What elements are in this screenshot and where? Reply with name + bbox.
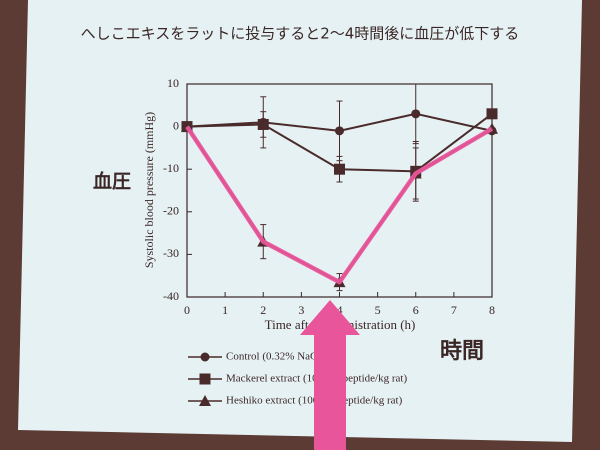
legend-marker xyxy=(199,395,211,406)
x-tick-label: 0 xyxy=(184,303,190,317)
y-tick-label: -30 xyxy=(163,246,179,260)
chart-title: へしこエキスをラットに投与すると2～4時間後に血圧が低下する xyxy=(81,25,520,43)
slide xyxy=(18,0,582,442)
legend-marker xyxy=(200,352,210,362)
legend-marker xyxy=(199,373,211,385)
side-label: 時間 xyxy=(440,339,484,364)
x-tick-label: 2 xyxy=(260,303,266,317)
marker xyxy=(411,109,421,119)
marker xyxy=(335,126,344,136)
y-tick-label: -20 xyxy=(163,204,179,218)
y-axis-label: Systolic blood pressure (mmHg) xyxy=(142,112,156,268)
marks: 10 0 -10 -20 -30 -40 0 1 2 3 4 5 6 7 8 Control (0.32% N… xyxy=(163,76,498,407)
y-tick-label: -40 xyxy=(163,289,179,303)
marker xyxy=(334,163,345,175)
x-tick-label: 3 xyxy=(298,303,304,317)
marker xyxy=(257,118,269,130)
legend-label: Control (0.32% NaCl) xyxy=(226,351,324,363)
y-tick-label: 0 xyxy=(173,118,179,132)
x-tick-label: 1 xyxy=(222,303,228,317)
x-tick-label: 4 xyxy=(337,303,343,317)
x-tick-label: 7 xyxy=(451,303,457,317)
highlight-line xyxy=(185,125,494,285)
arrow xyxy=(300,300,360,450)
x-tick-label: 8 xyxy=(489,303,495,317)
y-tick-label: -10 xyxy=(163,161,179,175)
side-label: 血圧 xyxy=(93,170,131,193)
x-tick-label: 6 xyxy=(413,303,419,317)
marker xyxy=(486,108,498,120)
y-tick-label: 10 xyxy=(167,76,179,90)
x-tick-label: 5 xyxy=(375,303,381,317)
